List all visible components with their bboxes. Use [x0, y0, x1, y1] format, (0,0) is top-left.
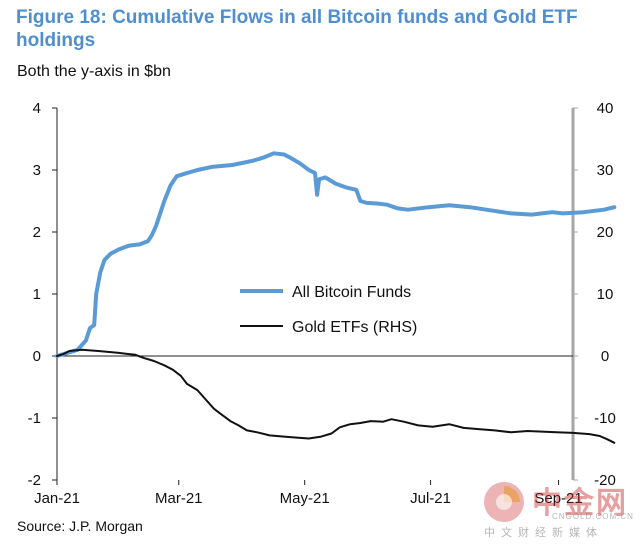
x-tick-label: Jan-21: [34, 490, 80, 507]
x-tick-label: Jul-21: [410, 490, 451, 507]
right-tick-label: -10: [594, 410, 616, 427]
coin-logo-icon: [484, 482, 524, 522]
x-tick-label: May-21: [280, 490, 330, 507]
right-tick-label: 30: [597, 162, 614, 179]
left-tick-label: 2: [33, 224, 41, 241]
left-tick-label: -1: [28, 410, 41, 427]
chart-subtitle: Both the y-axis in $bn: [17, 63, 171, 80]
right-tick-label: 10: [597, 286, 614, 303]
x-tick-label: Sep-21: [534, 490, 582, 507]
watermark-site: CNGOLD.COM.CN: [552, 512, 634, 521]
legend-label: Gold ETFs (RHS): [292, 319, 417, 336]
right-tick-label: 40: [597, 100, 614, 117]
left-tick-label: -2: [28, 472, 41, 489]
gold-etfs-line: [56, 348, 616, 444]
left-tick-label: 4: [33, 100, 41, 117]
legend: All Bitcoin Funds Gold ETFs (RHS): [240, 284, 417, 336]
bitcoin-funds-line: [55, 151, 617, 358]
right-tick-label: 0: [601, 348, 609, 365]
watermark-tagline: 中文财经新媒体: [484, 526, 603, 539]
series-lines: [55, 151, 617, 444]
right-tick-label: 20: [597, 224, 614, 241]
watermark-logo: 中金网 CNGOLD.COM.CN 中文财经新媒体: [482, 478, 633, 539]
left-tick-label: 3: [33, 162, 41, 179]
chart-title: Figure 18: Cumulative Flows in all Bitco…: [16, 7, 578, 51]
x-tick-label: Mar-21: [155, 490, 203, 507]
watermark-name: 中金网: [532, 486, 628, 521]
left-tick-label: 1: [33, 286, 41, 303]
left-tick-label: 0: [33, 348, 41, 365]
legend-label: All Bitcoin Funds: [292, 284, 411, 301]
right-tick-label: -20: [594, 472, 616, 489]
source-note: Source: J.P. Morgan: [17, 518, 143, 534]
